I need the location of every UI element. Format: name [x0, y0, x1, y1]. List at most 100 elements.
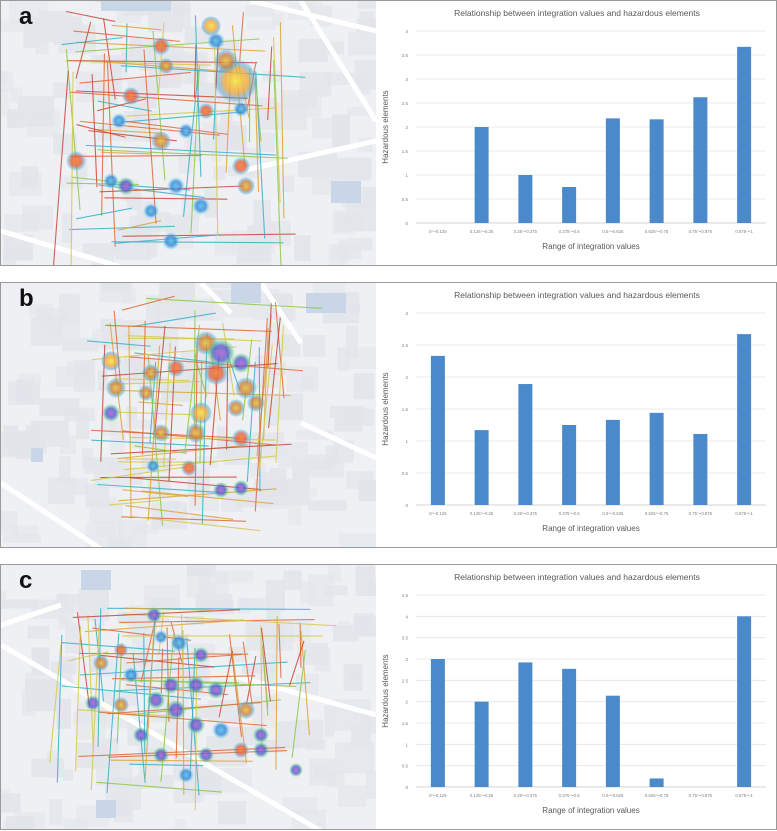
map-building-block: [63, 818, 88, 829]
map-building-block: [102, 283, 132, 293]
map-building-block: [243, 624, 256, 636]
map-building-block: [218, 39, 240, 51]
map-building-block: [294, 235, 311, 262]
heat-spot: [207, 339, 235, 367]
y-tick-label: 1.5: [402, 407, 409, 412]
map-building-block: [133, 222, 160, 246]
x-tick-label: 0.875～1: [735, 229, 753, 234]
map-building-block: [137, 78, 150, 97]
heat-spot: [133, 727, 149, 743]
heat-spot: [231, 353, 251, 373]
heat-spot: [233, 480, 249, 496]
bar: [474, 127, 489, 223]
x-tick-label: 0.5～0.625: [602, 793, 624, 798]
map-building-block: [183, 734, 197, 754]
map-building-block: [313, 283, 345, 295]
bar: [737, 616, 752, 787]
map-building-block: [125, 406, 138, 421]
street-segment: [56, 634, 63, 783]
heat-spot: [85, 695, 101, 711]
x-tick-label: 0.625～0.75: [645, 229, 669, 234]
map-building-block: [60, 604, 74, 624]
heat-spot: [207, 32, 225, 50]
street-segment: [91, 74, 98, 188]
street-segment: [110, 759, 253, 762]
street-segment: [258, 344, 273, 477]
heat-spot: [178, 767, 194, 783]
y-tick-label: 0.5: [402, 471, 409, 476]
bar: [430, 355, 445, 505]
heat-spot: [152, 424, 170, 442]
chart-title: Relationship between integration values …: [454, 8, 700, 18]
street-segment: [267, 46, 273, 120]
y-tick-label: 0: [405, 785, 408, 790]
map-panel-b: [1, 283, 376, 547]
map-building-block: [184, 615, 204, 625]
street-segment: [120, 65, 306, 78]
y-tick-label: 3.5: [402, 53, 409, 58]
x-axis-label: Range of integration values: [542, 242, 639, 251]
map-building-block: [3, 425, 19, 448]
heat-spot: [190, 402, 212, 424]
bar: [562, 425, 577, 505]
map-building-block: [326, 72, 366, 85]
heat-spot: [101, 351, 121, 371]
x-tick-label: 0.125～0.25: [470, 511, 494, 516]
heat-spot: [253, 727, 269, 743]
map-building-block: [301, 376, 314, 390]
x-tick-label: 0.5～0.625: [602, 511, 624, 516]
map-building-block: [228, 729, 264, 741]
street-segment: [101, 53, 106, 216]
map-building-block: [125, 419, 156, 429]
street-segment: [75, 626, 82, 772]
bar: [562, 187, 577, 223]
map-building-block: [161, 501, 180, 519]
map-panel-c: [1, 565, 376, 829]
map-building-block: [353, 616, 376, 637]
map-building-block: [28, 303, 53, 316]
map-road: [250, 1, 376, 34]
map-building-block: [212, 166, 226, 181]
map-building-block: [27, 625, 50, 639]
street-segment: [242, 641, 253, 705]
street-segment: [76, 124, 126, 138]
map-building-block: [332, 114, 351, 147]
map-building-block: [38, 10, 73, 42]
heat-spot: [123, 667, 139, 683]
x-tick-label: 0.625～0.75: [645, 511, 669, 516]
map-building-block: [56, 594, 95, 603]
heat-spot: [237, 701, 255, 719]
street-segment: [103, 18, 116, 100]
x-axis-label: Range of integration values: [542, 524, 639, 533]
y-tick-label: 1.5: [402, 149, 409, 154]
street-segment: [154, 325, 166, 432]
y-tick-label: 4: [405, 29, 408, 34]
bar: [737, 334, 752, 505]
street-segment: [75, 90, 248, 99]
x-tick-label: 0～0.125: [429, 229, 447, 234]
map-building-block: [324, 705, 335, 737]
street-segment: [91, 439, 209, 447]
street-segment: [76, 207, 133, 220]
heat-spot: [152, 37, 170, 55]
heat-spot: [237, 177, 255, 195]
y-tick-label: 0: [405, 221, 408, 226]
map-building-block: [324, 585, 348, 596]
map-building-block: [218, 801, 246, 825]
map-building-block: [343, 663, 363, 691]
map-building-block: [65, 361, 94, 376]
map-building-block: [292, 809, 326, 829]
street-segment: [273, 60, 282, 265]
panel-label-a: a: [19, 3, 33, 30]
street-segment: [278, 623, 282, 678]
street-segment: [138, 401, 183, 406]
map-building-block: [347, 107, 371, 117]
map-building-block: [280, 334, 301, 357]
street-segment: [79, 71, 192, 84]
map-building-block: [352, 730, 370, 746]
map-building-block: [82, 243, 122, 255]
heat-spot: [289, 763, 303, 777]
map-building-block: [296, 430, 334, 440]
street-segment: [97, 149, 288, 159]
heat-spot: [198, 747, 214, 763]
